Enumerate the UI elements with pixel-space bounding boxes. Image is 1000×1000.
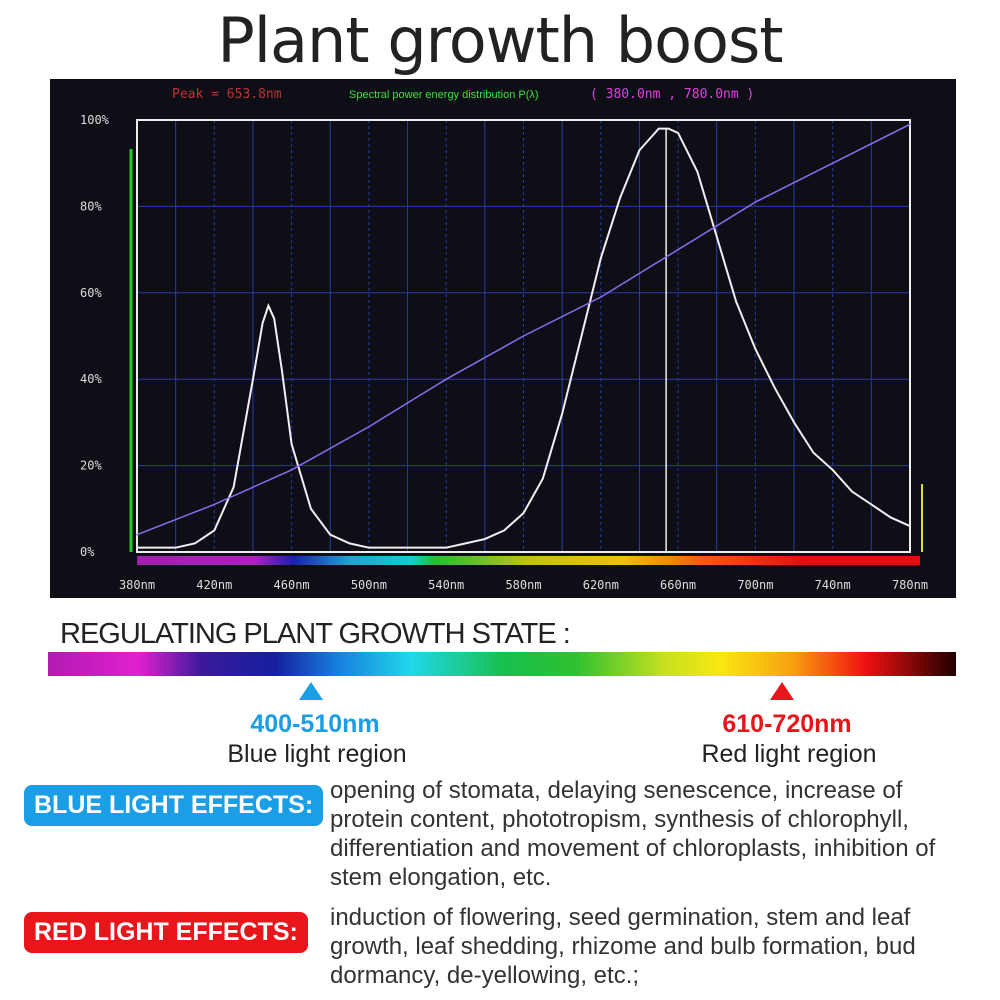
data-point	[281, 369, 283, 372]
blue-effects-text: opening of stomata, delaying senescence,…	[330, 776, 980, 892]
red-marker-icon	[770, 682, 794, 700]
x-tick-label: 380nm	[119, 578, 155, 592]
data-point	[136, 533, 138, 536]
section-title: REGULATING PLANT GROWTH STATE :	[60, 618, 571, 650]
data-point	[561, 412, 563, 415]
data-point	[831, 469, 834, 471]
text-line: growth, leaf shedding, rhizome and bulb …	[330, 933, 916, 960]
data-point	[273, 317, 276, 320]
text-line: protein content, phototropism, synthesis…	[330, 806, 909, 833]
x-tick-label: 780nm	[892, 578, 928, 592]
red-region: Red light region	[701, 740, 877, 768]
data-point	[484, 538, 486, 540]
data-point	[870, 503, 873, 506]
data-point	[136, 546, 138, 549]
blue-region: Blue light region	[227, 740, 407, 768]
data-point	[667, 127, 670, 130]
data-point	[232, 486, 235, 489]
data-point	[754, 201, 757, 203]
data-point	[677, 248, 679, 251]
data-point	[619, 196, 621, 199]
blue-effects-badge: BLUE LIGHT EFFECTS:	[24, 785, 324, 826]
y-tick-label: 80%	[80, 199, 102, 213]
text-line: induction of flowering, seed germination…	[330, 904, 911, 931]
x-tick-label: 500nm	[351, 578, 387, 592]
x-tick-label: 540nm	[428, 578, 464, 592]
data-point	[773, 387, 776, 389]
data-point	[155, 546, 158, 549]
red-range: 610-720nm	[722, 710, 852, 738]
peak-label: Peak = 653.8nm	[172, 87, 282, 102]
y-tick-label: 40%	[80, 372, 102, 386]
data-point	[677, 132, 679, 134]
data-point	[889, 516, 892, 519]
data-point	[793, 421, 795, 424]
data-point	[406, 546, 409, 549]
data-point	[638, 149, 641, 152]
data-point	[310, 508, 312, 510]
text-line: differentiation and movement of chloropl…	[330, 835, 936, 862]
y-tick-label: 60%	[80, 286, 102, 300]
data-point	[194, 542, 196, 545]
range-label: ( 380.0nm , 780.0nm )	[590, 87, 754, 102]
page-title: Plant growth boost	[217, 4, 783, 77]
x-tick-label: 740nm	[815, 578, 851, 592]
x-tick-label: 580nm	[505, 578, 541, 592]
data-point	[909, 123, 911, 126]
data-point	[261, 322, 264, 324]
data-point	[522, 512, 525, 514]
chart-title: Spectral power energy distribution P(λ)	[349, 89, 539, 101]
red-effects-badge: RED LIGHT EFFECTS:	[24, 912, 308, 953]
data-point	[290, 469, 293, 471]
blue-marker-icon	[299, 682, 323, 700]
data-point	[657, 127, 660, 130]
data-point	[503, 529, 505, 532]
spectrum-bar	[48, 652, 956, 676]
data-point	[267, 304, 270, 307]
data-point	[464, 542, 467, 545]
data-point	[213, 529, 216, 532]
data-point	[445, 546, 448, 549]
data-point	[600, 257, 602, 260]
data-point	[348, 542, 351, 545]
data-point	[735, 300, 737, 303]
data-point	[329, 533, 332, 536]
y-tick-label: 0%	[80, 545, 95, 559]
data-point	[252, 378, 254, 381]
data-point	[696, 171, 699, 173]
data-point	[368, 425, 370, 428]
y-tick-label: 100%	[80, 113, 110, 127]
text-line: dormancy, de-yellowing, etc.;	[330, 962, 640, 989]
data-point	[851, 490, 853, 493]
data-point	[542, 477, 544, 480]
blue-range: 400-510nm	[250, 710, 380, 738]
spectrum-strip	[137, 556, 920, 565]
x-tick-label: 660nm	[660, 578, 696, 592]
data-point	[213, 503, 216, 506]
data-point	[831, 162, 834, 164]
data-point	[174, 546, 177, 549]
spectral-chart: Peak = 653.8nm Spectral power energy dis…	[80, 87, 928, 592]
plot-frame	[136, 119, 911, 553]
data-point	[909, 525, 911, 527]
data-point	[600, 296, 602, 298]
x-tick-label: 700nm	[737, 578, 773, 592]
data-point	[812, 451, 815, 454]
x-tick-label: 460nm	[274, 578, 310, 592]
text-line: opening of stomata, delaying senescence,…	[330, 777, 903, 804]
red-effects-text: induction of flowering, seed germination…	[330, 903, 980, 990]
data-point	[445, 378, 448, 381]
x-tick-label: 620nm	[583, 578, 619, 592]
data-point	[522, 335, 525, 337]
spectrometer-screen: Peak = 653.8nm Spectral power energy dis…	[50, 79, 956, 598]
x-tick-label: 420nm	[196, 578, 232, 592]
data-point	[715, 235, 718, 238]
data-point	[754, 348, 757, 350]
text-line: stem elongation, etc.	[330, 864, 552, 891]
data-point	[290, 443, 293, 445]
data-point	[368, 546, 370, 549]
y-tick-label: 20%	[80, 459, 102, 473]
data-point	[580, 335, 583, 337]
